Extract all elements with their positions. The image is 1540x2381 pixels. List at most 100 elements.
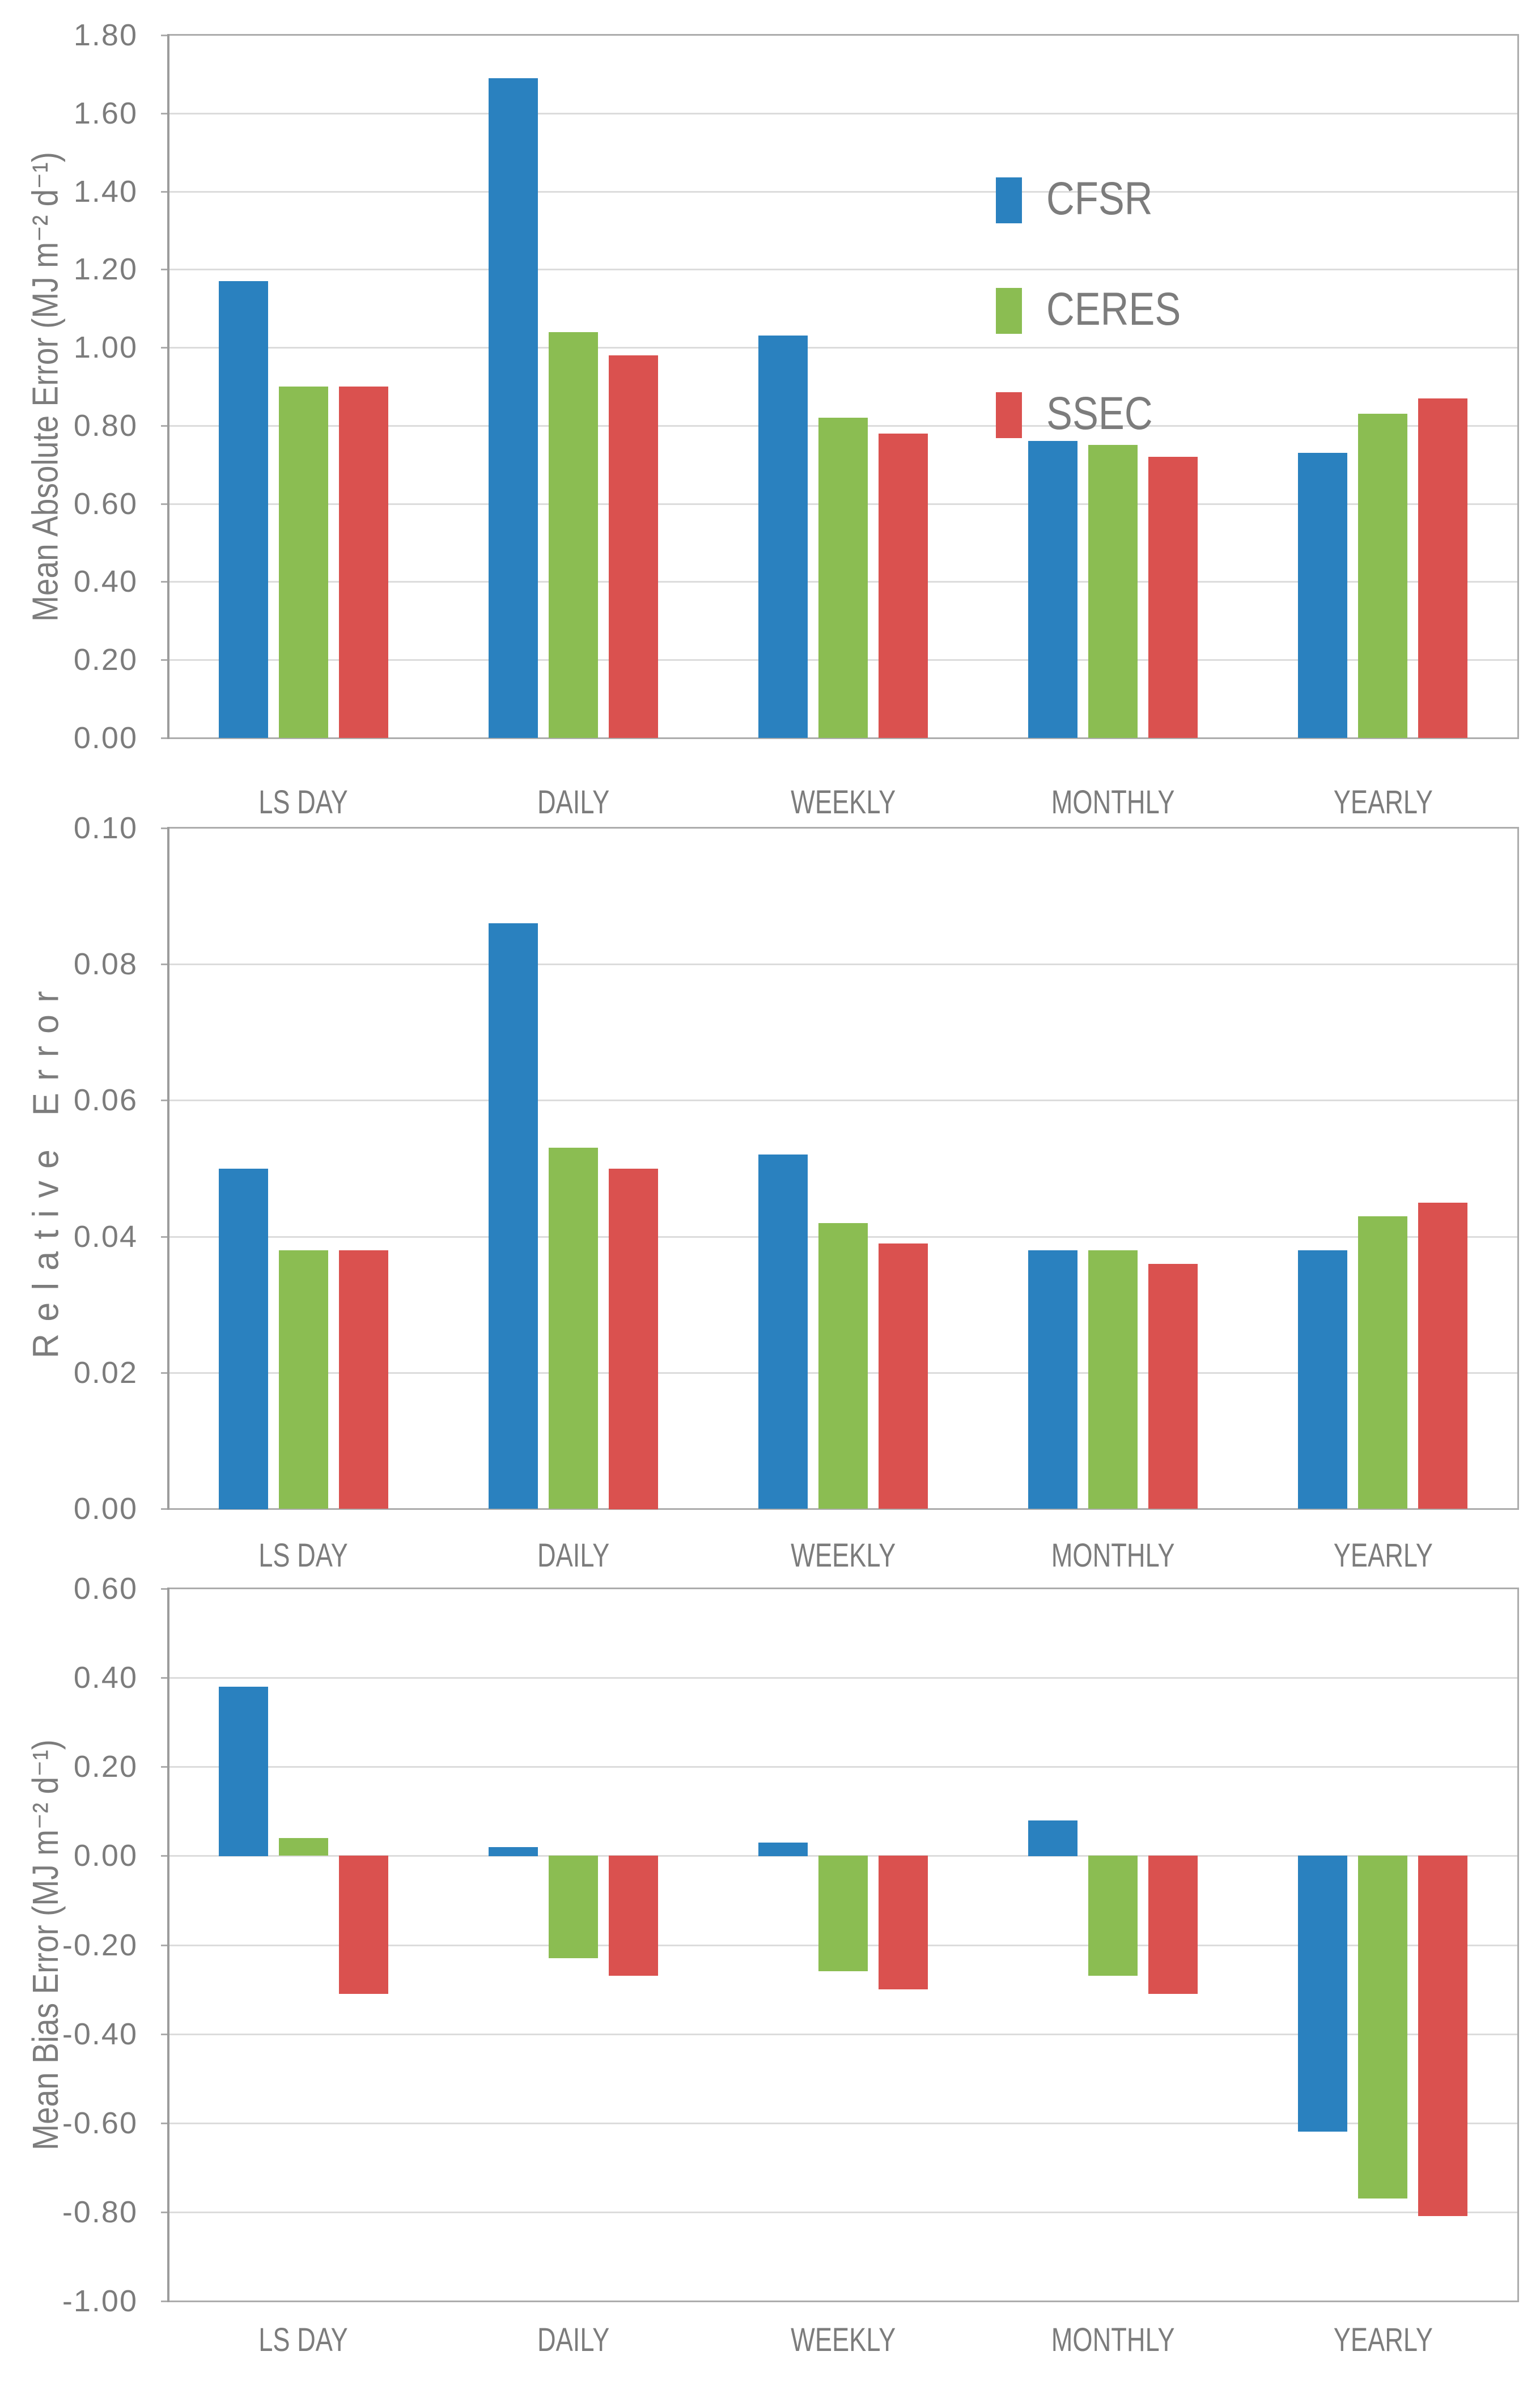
y-tick-label: -0.20 [62, 1928, 138, 1962]
y-tick-label: -0.80 [62, 2195, 138, 2229]
bar-ssec-monthly [1148, 1856, 1198, 1994]
x-category-label: WEEKLY [702, 2314, 985, 2365]
y-tick-label: 1.80 [73, 18, 138, 52]
y-axis-tick-mark [161, 581, 168, 583]
x-category-label: DAILY [431, 2314, 715, 2365]
x-category-label-text: DAILY [537, 1537, 609, 1574]
bar-cfsr-ls-day [219, 1687, 268, 1856]
y-tick-label: 0.20 [73, 1750, 138, 1784]
y-tick-label: 0.80 [73, 408, 138, 443]
y-tick-label: 1.20 [73, 252, 138, 287]
bar-ssec-yearly [1418, 1203, 1467, 1509]
y-axis-tick-mark [161, 1766, 168, 1768]
y-tick-label: 0.60 [73, 1572, 138, 1606]
y-axis-tick-mark [161, 190, 168, 193]
gridline [168, 964, 1518, 966]
bar-cfsr-weekly [758, 1843, 808, 1856]
bar-ceres-weekly [818, 418, 868, 738]
y-axis-tick-mark [161, 347, 168, 349]
bar-ceres-ls-day [279, 1250, 328, 1509]
bar-ceres-yearly [1358, 414, 1407, 738]
y-axis-tick-mark [161, 2033, 168, 2035]
y-axis-tick-mark [161, 425, 168, 427]
bar-ceres-ls-day [279, 1838, 328, 1856]
x-category-label-text: WEEKLY [790, 2321, 896, 2358]
gridline [168, 1100, 1518, 1102]
bar-ceres-monthly [1088, 1250, 1138, 1509]
y-tick-label: -0.60 [62, 2106, 138, 2140]
bar-cfsr-monthly [1028, 1820, 1077, 1856]
y-axis-tick-mark [161, 269, 168, 271]
bar-ssec-daily [609, 355, 658, 738]
legend-swatch-cfsr [996, 177, 1022, 223]
y-axis-title-box: Mean Bias Error (MJ m⁻² d⁻¹) [6, 1589, 85, 2301]
x-category-label-text: LS DAY [258, 2321, 348, 2358]
bar-cfsr-monthly [1028, 441, 1077, 738]
x-category-label-text: LS DAY [258, 1537, 348, 1574]
bar-cfsr-weekly [758, 336, 808, 738]
bar-ssec-daily [609, 1856, 658, 1976]
y-tick-label: 0.04 [73, 1219, 138, 1254]
bar-ssec-ls-day [339, 1856, 388, 1994]
y-axis-tick-mark [161, 659, 168, 661]
x-category-label-text: WEEKLY [790, 783, 896, 821]
gridline [168, 2211, 1518, 2213]
bar-ceres-monthly [1088, 445, 1138, 738]
y-tick-label: -0.40 [62, 2017, 138, 2051]
y-tick-label: 0.00 [73, 1839, 138, 1873]
bar-cfsr-daily [489, 78, 538, 738]
x-category-label-text: LS DAY [258, 783, 348, 821]
y-axis-line [167, 827, 169, 1510]
bar-ceres-ls-day [279, 387, 328, 738]
x-category-label: YEARLY [1241, 2314, 1525, 2365]
legend-label-ssec: SSEC [1046, 388, 1153, 439]
bar-ssec-yearly [1418, 1856, 1467, 2216]
bar-ceres-yearly [1358, 1856, 1407, 2199]
y-tick-label: 0.40 [73, 565, 138, 599]
bar-ssec-weekly [879, 1243, 928, 1509]
x-category-label: DAILY [431, 776, 715, 827]
legend-swatch-ssec [996, 392, 1022, 438]
x-category-label-text: YEARLY [1333, 1537, 1433, 1574]
bar-cfsr-yearly [1298, 1250, 1347, 1509]
gridline [168, 1766, 1518, 1768]
gridline [168, 190, 1518, 193]
bar-cfsr-ls-day [219, 1169, 268, 1509]
x-category-label-text: DAILY [537, 2321, 609, 2358]
bar-ssec-monthly [1148, 457, 1198, 738]
x-category-label: LS DAY [162, 2314, 445, 2365]
x-category-label: MONTHLY [971, 776, 1255, 827]
x-category-label-text: DAILY [537, 783, 609, 821]
gridline [168, 1677, 1518, 1679]
bar-ceres-weekly [818, 1223, 868, 1509]
x-category-label-text: YEARLY [1333, 2321, 1433, 2358]
x-category-label: DAILY [431, 1530, 715, 1581]
x-category-label: MONTHLY [971, 2314, 1255, 2365]
y-tick-label: 0.20 [73, 643, 138, 677]
y-tick-label: 1.40 [73, 174, 138, 209]
y-axis-tick-mark [161, 1677, 168, 1679]
y-tick-label: 0.40 [73, 1661, 138, 1695]
x-category-label-text: MONTHLY [1051, 1537, 1175, 1574]
gridline [168, 112, 1518, 114]
bar-ceres-weekly [818, 1856, 868, 1971]
y-tick-label: 0.60 [73, 486, 138, 521]
bar-cfsr-daily [489, 923, 538, 1509]
bar-ceres-daily [549, 1148, 598, 1509]
y-axis-tick-mark [161, 2301, 168, 2302]
x-category-label-text: WEEKLY [790, 1537, 896, 1574]
legend-swatch-ceres [996, 288, 1022, 334]
y-axis-line [167, 1588, 169, 2302]
y-axis-tick-mark [161, 2211, 168, 2213]
bar-ssec-weekly [879, 434, 928, 738]
y-tick-label: 0.00 [73, 721, 138, 755]
y-tick-label: -1.00 [62, 2284, 138, 2318]
x-category-label: YEARLY [1241, 1530, 1525, 1581]
legend-label-cfsr: CFSR [1046, 173, 1153, 224]
y-tick-label: 0.06 [73, 1083, 138, 1118]
x-category-label: MONTHLY [971, 1530, 1255, 1581]
